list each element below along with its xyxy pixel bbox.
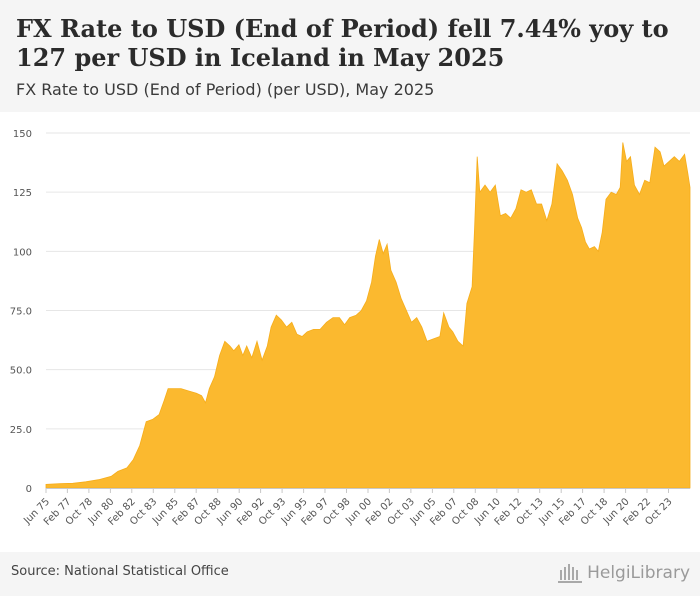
helgilibrary-logo[interactable]: HelgiLibrary (557, 560, 690, 586)
brand-name: HelgiLibrary (587, 563, 690, 583)
source-note: Source: National Statistical Office (11, 564, 229, 579)
y-tick-label: 25.0 (10, 425, 32, 436)
y-tick-label: 50.0 (10, 366, 32, 377)
y-axis: 0 25.0 50.0 75.0 100 125 150 (10, 129, 32, 495)
y-tick-label: 150 (13, 129, 32, 140)
y-tick-label: 75.0 (10, 307, 32, 318)
plot-area: 0 25.0 50.0 75.0 100 125 150 Jun 75 Feb 77 Oct 7… (0, 112, 700, 552)
y-tick-label: 125 (13, 188, 32, 199)
y-tick-label: 100 (13, 247, 32, 258)
library-building-icon (558, 564, 583, 583)
chart-footer: Source: National Statistical Office Helg… (0, 552, 700, 596)
chart-title: FX Rate to USD (End of Period) fell 7.44… (16, 14, 669, 72)
chart-subtitle: FX Rate to USD (End of Period) (per USD)… (16, 80, 435, 99)
y-tick-label: 0 (26, 484, 32, 495)
series-layer (45, 142, 691, 489)
fx-rate-area (45, 142, 691, 489)
chart-header: FX Rate to USD (End of Period) fell 7.44… (0, 0, 700, 112)
